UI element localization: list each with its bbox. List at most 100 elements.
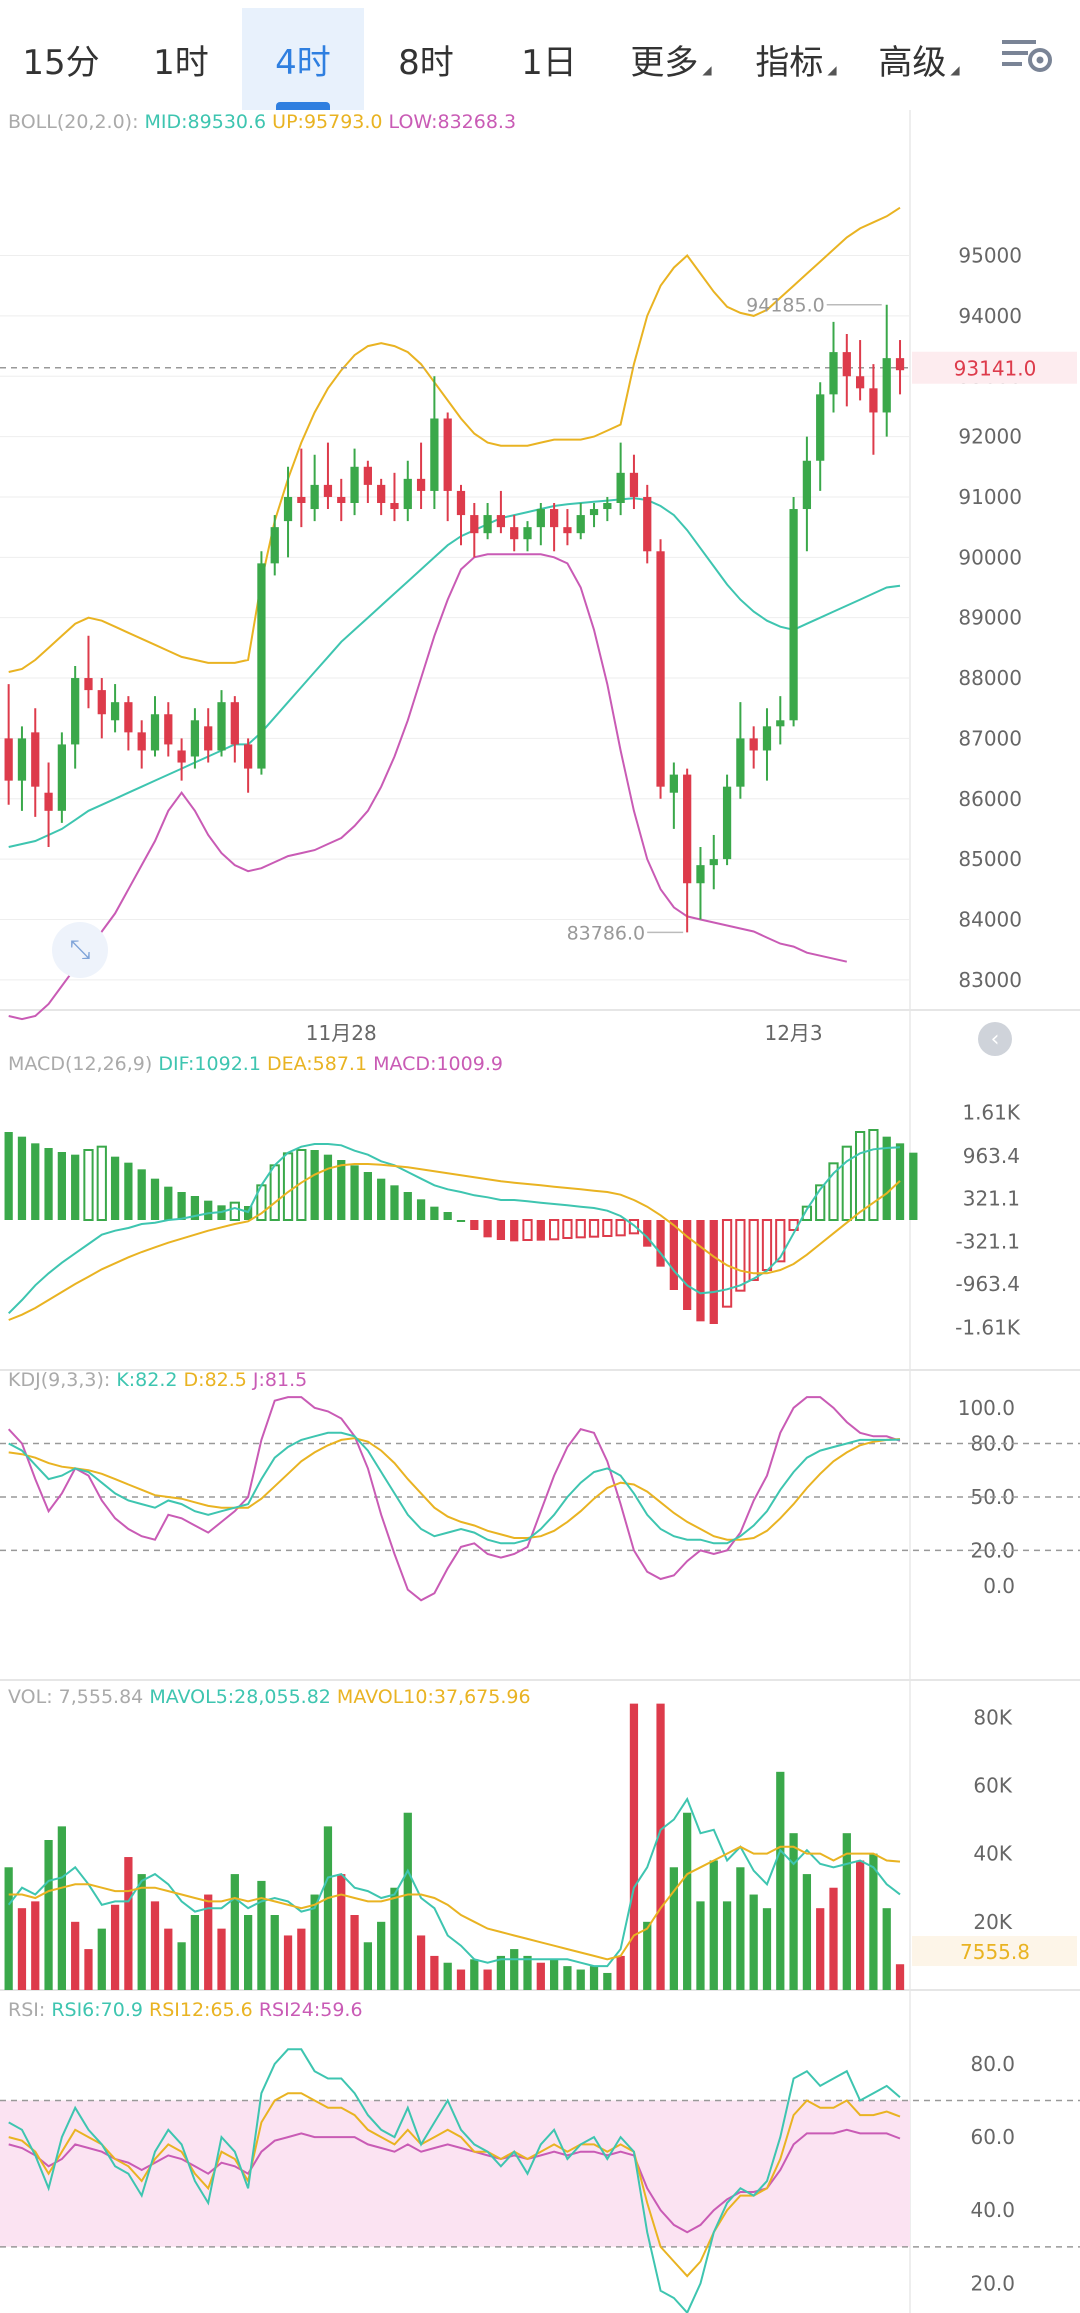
tab-7[interactable]: 指标 ◢	[735, 8, 857, 110]
macd-bar	[815, 1184, 826, 1222]
macd-bar	[44, 1148, 53, 1220]
vol-header: VOL: 7,555.84 MAVOL5:28,055.82 MAVOL10:3…	[8, 1686, 531, 1708]
candle-body	[536, 509, 545, 528]
y-tick-label: 60K	[973, 1773, 1012, 1797]
tab-label: 更多	[630, 42, 699, 83]
tab-4[interactable]: 8时	[365, 8, 487, 110]
macd-bar	[377, 1178, 386, 1220]
volume-bar	[4, 1867, 13, 1990]
volume-bar	[403, 1812, 412, 1990]
volume-bar	[177, 1942, 186, 1990]
volume-bar	[190, 1915, 200, 1990]
volume-bar	[150, 1901, 160, 1990]
macd-bar	[522, 1219, 533, 1241]
candle-body	[789, 509, 798, 721]
candle-body	[31, 732, 40, 787]
macd-bar	[801, 1205, 813, 1221]
volume-bar	[456, 1969, 466, 1990]
macd-bar	[337, 1160, 346, 1220]
tab-6[interactable]: 更多 ◢	[610, 8, 732, 110]
volume-bar	[110, 1904, 120, 1990]
x-tick-label: 11月28	[306, 1021, 377, 1045]
candle-body	[17, 738, 27, 781]
dif-line	[7, 1143, 901, 1315]
candle-body	[895, 358, 905, 371]
volume-bar	[337, 1874, 346, 1990]
volume-bar	[683, 1812, 692, 1990]
macd-bar	[430, 1206, 439, 1220]
candle-body	[430, 418, 439, 491]
macd-bar	[71, 1154, 80, 1220]
macd-bar	[403, 1192, 412, 1220]
volume-bar	[816, 1908, 825, 1990]
volume-bar	[762, 1908, 772, 1990]
y-tick-label: 94000	[958, 304, 1022, 328]
rsi24-line	[8, 2128, 901, 2234]
candle-body	[669, 774, 678, 793]
volume-bar	[709, 1860, 718, 1990]
macd-bar	[909, 1152, 918, 1220]
candle-body	[337, 496, 346, 503]
rsi-header: RSI: RSI6:70.9 RSI12:65.6 RSI24:59.6	[8, 1999, 363, 2021]
tab-5[interactable]: 1日	[488, 8, 610, 110]
y-tick-label: 88000	[958, 666, 1022, 690]
macd-bar	[124, 1162, 133, 1220]
y-tick-label: 86000	[958, 787, 1022, 811]
macd-bar	[496, 1220, 506, 1240]
macd-bar	[656, 1220, 665, 1267]
macd-bar	[177, 1192, 186, 1220]
volume-bar	[696, 1901, 705, 1990]
active-tab-indicator	[276, 102, 330, 110]
candle-body	[177, 750, 186, 763]
candle-body	[150, 714, 160, 751]
candle-body	[776, 720, 785, 727]
last-price-label: 93141.0	[954, 357, 1037, 381]
tab-3[interactable]: 4时	[242, 8, 364, 110]
macd-bar	[510, 1220, 519, 1242]
candle-body	[323, 484, 333, 497]
candle-body	[643, 496, 652, 552]
candle-body	[44, 792, 53, 811]
y-tick-label: 95000	[958, 244, 1022, 268]
volume-bar	[789, 1833, 798, 1990]
volume-bar	[629, 1703, 639, 1990]
volume-bar	[549, 1959, 559, 1990]
macd-bar	[562, 1219, 573, 1239]
volume-bar	[603, 1972, 612, 1990]
volume-bar	[536, 1962, 545, 1990]
volume-bar	[563, 1966, 572, 1990]
candle-body	[230, 702, 239, 745]
candle-body	[71, 678, 80, 745]
candle-body	[616, 472, 625, 503]
tab-8[interactable]: 高级 ◢	[858, 8, 980, 110]
tab-label: 指标	[755, 42, 824, 83]
macd-header: MACD(12,26,9) DIF:1092.1 DEA:587.1 MACD:…	[8, 1053, 503, 1075]
y-tick-label: 80.0	[970, 2052, 1015, 2076]
candle-body	[736, 738, 745, 787]
j-line	[7, 1396, 901, 1602]
last-price-badge	[912, 351, 1077, 384]
candle-body	[563, 527, 572, 534]
trading-chart[interactable]: 9500094000930009200091000900008900088000…	[0, 110, 1080, 2313]
candle-body	[416, 478, 426, 491]
macd-bar	[775, 1219, 786, 1263]
tab-1[interactable]: 15分	[0, 8, 122, 110]
tab-label: 1时	[153, 42, 209, 83]
candle-body	[310, 484, 319, 510]
volume-bar	[204, 1894, 213, 1990]
candle-body	[377, 484, 386, 503]
tab-2[interactable]: 1时	[120, 8, 242, 110]
volume-bar	[283, 1935, 293, 1990]
candle-body	[829, 352, 838, 395]
macd-bar	[588, 1219, 600, 1238]
boll-header: BOLL(20,2.0): MID:89530.6 UP:95793.0 LOW…	[8, 111, 516, 133]
mavol10-line	[8, 1845, 901, 1961]
timeframe-tab-bar: 15分 1时 4时 8时 1日 更多 ◢ 指标 ◢ 高级 ◢	[0, 0, 1080, 110]
chart-settings-icon[interactable]	[1000, 36, 1056, 76]
candle-body	[656, 551, 665, 787]
candle-body	[164, 714, 173, 745]
tab-label: 1日	[521, 42, 577, 83]
volume-bar	[217, 1928, 226, 1990]
macd-bar	[602, 1219, 613, 1237]
candle-body	[510, 527, 519, 540]
